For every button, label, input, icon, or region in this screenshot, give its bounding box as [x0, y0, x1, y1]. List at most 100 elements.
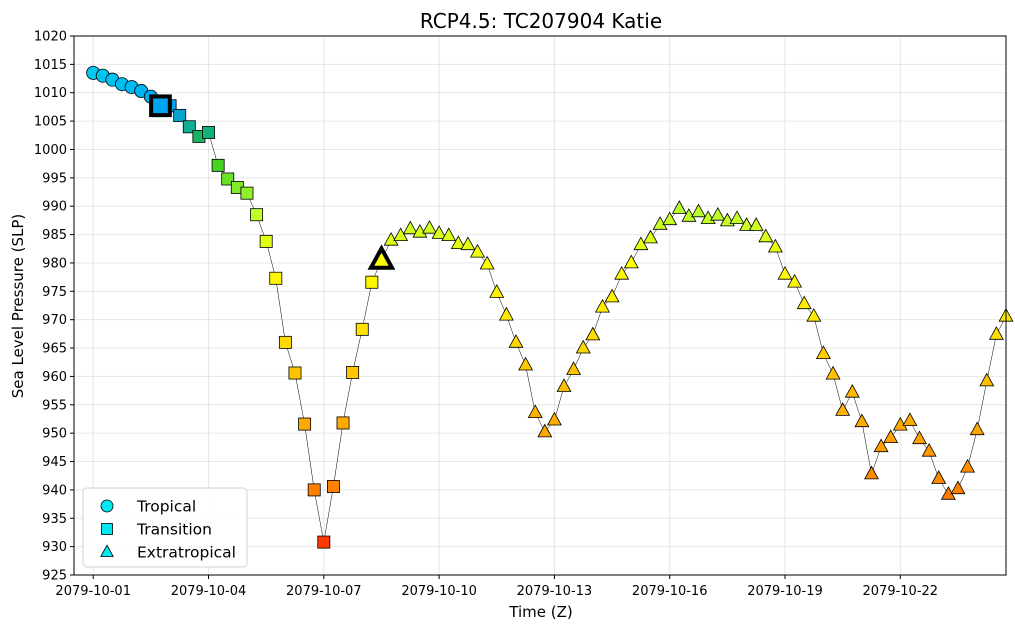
- triangle-marker: [643, 229, 658, 244]
- triangle-marker: [873, 438, 889, 453]
- triangle-marker: [623, 254, 639, 269]
- triangle-marker: [979, 372, 995, 387]
- x-tick-label: 2079-10-13: [517, 584, 593, 599]
- triangle-marker: [729, 210, 745, 225]
- triangle-marker: [470, 243, 486, 258]
- legend: Tropical Transition Extratropical: [82, 487, 248, 568]
- square-marker: [298, 417, 312, 431]
- triangle-marker: [739, 217, 755, 231]
- y-tick-label: 935: [42, 512, 67, 527]
- triangle-marker: [585, 326, 601, 341]
- triangle-marker: [844, 383, 860, 398]
- y-tick-label: 1020: [34, 30, 67, 45]
- triangle-marker: [921, 442, 937, 457]
- square-marker: [278, 335, 292, 349]
- x-tick-label: 2079-10-16: [632, 584, 708, 599]
- triangle-marker: [422, 219, 437, 234]
- y-tick-label: 1005: [34, 115, 67, 130]
- x-tick-label: 2079-10-01: [55, 584, 131, 599]
- triangle-marker: [575, 339, 591, 354]
- triangle-marker: [460, 236, 476, 251]
- data-markers: [86, 65, 1014, 549]
- chart-grid: [74, 35, 1006, 576]
- triangle-marker: [402, 220, 418, 235]
- triangle-marker: [518, 356, 534, 371]
- x-tick-label: 2079-10-04: [171, 584, 247, 599]
- square-marker: [288, 366, 302, 380]
- triangle-marker: [806, 307, 822, 322]
- triangle-marker: [912, 430, 927, 445]
- square-marker: [202, 126, 215, 139]
- triangle-marker: [796, 295, 812, 310]
- square-marker: [240, 186, 254, 200]
- triangle-marker: [883, 429, 899, 444]
- square-marker: [211, 158, 225, 172]
- triangle-marker: [489, 284, 505, 298]
- square-marker: [307, 483, 321, 497]
- triangle-marker: [748, 217, 764, 231]
- triangle-marker: [662, 211, 678, 226]
- square-marker: [336, 416, 350, 430]
- triangle-marker: [988, 326, 1004, 340]
- y-tick-label: 1010: [34, 86, 67, 101]
- y-tick-label: 980: [42, 256, 67, 271]
- y-tick-label: 975: [42, 285, 67, 300]
- triangle-marker: [835, 402, 851, 416]
- triangle-marker: [498, 306, 514, 321]
- y-tick-label: 1015: [34, 58, 67, 73]
- triangle-marker: [671, 200, 687, 214]
- triangle-marker: [854, 413, 870, 428]
- x-tick-label: 2079-10-19: [747, 584, 823, 599]
- square-marker: [250, 208, 264, 222]
- square-marker: [326, 480, 340, 493]
- highlight-square-marker: [149, 94, 172, 118]
- square-marker: [365, 275, 379, 289]
- legend-square-icon: [101, 523, 113, 535]
- y-tick-label: 930: [42, 540, 67, 555]
- x-tick-label: 2079-10-07: [286, 584, 362, 599]
- triangle-marker: [604, 288, 620, 303]
- legend-label: Extratropical: [137, 544, 236, 562]
- triangle-marker: [825, 365, 841, 380]
- triangle-marker: [479, 255, 495, 270]
- triangle-marker: [412, 223, 428, 238]
- y-tick-label: 990: [42, 200, 67, 215]
- square-marker: [221, 172, 235, 186]
- triangle-marker: [767, 238, 783, 253]
- y-tick-label: 945: [42, 455, 67, 470]
- triangle-marker: [710, 206, 726, 221]
- triangle-marker: [594, 298, 610, 313]
- triangle-marker: [864, 465, 879, 480]
- triangle-marker: [546, 411, 562, 426]
- triangle-marker: [450, 235, 466, 250]
- y-tick-label: 970: [42, 313, 67, 328]
- y-tick-label: 1000: [34, 143, 67, 158]
- legend-circle-icon: [100, 499, 114, 513]
- x-tick-label: 2079-10-10: [401, 584, 477, 599]
- highlight-markers: [149, 94, 396, 270]
- triangle-marker: [393, 227, 409, 242]
- y-tick-label: 965: [42, 342, 67, 357]
- square-marker: [346, 365, 360, 379]
- highlight-triangle-marker: [367, 244, 396, 270]
- y-tick-label: 950: [42, 427, 67, 442]
- y-tick-label: 955: [42, 398, 67, 413]
- legend-box: [82, 487, 248, 568]
- triangle-marker: [950, 480, 966, 495]
- triangle-marker: [815, 345, 831, 360]
- triangle-marker: [527, 404, 543, 419]
- square-marker: [269, 271, 283, 285]
- y-tick-label: 925: [42, 569, 67, 584]
- triangle-marker: [431, 225, 447, 239]
- legend-label: Transition: [136, 521, 212, 539]
- triangle-marker: [787, 273, 803, 288]
- triangle-marker: [566, 361, 582, 375]
- x-axis-ticks: 2079-10-01 2079-10-04 2079-10-07 2079-10-10…: [55, 575, 938, 599]
- y-tick-label: 960: [42, 370, 67, 385]
- x-tick-label: 2079-10-22: [863, 584, 939, 599]
- square-marker: [173, 108, 187, 122]
- y-axis-ticks: 925 930 935 940 945 950 955 960 965 970 975 980 985 9…: [34, 30, 74, 584]
- triangle-marker: [777, 265, 793, 280]
- y-tick-label: 985: [42, 228, 67, 243]
